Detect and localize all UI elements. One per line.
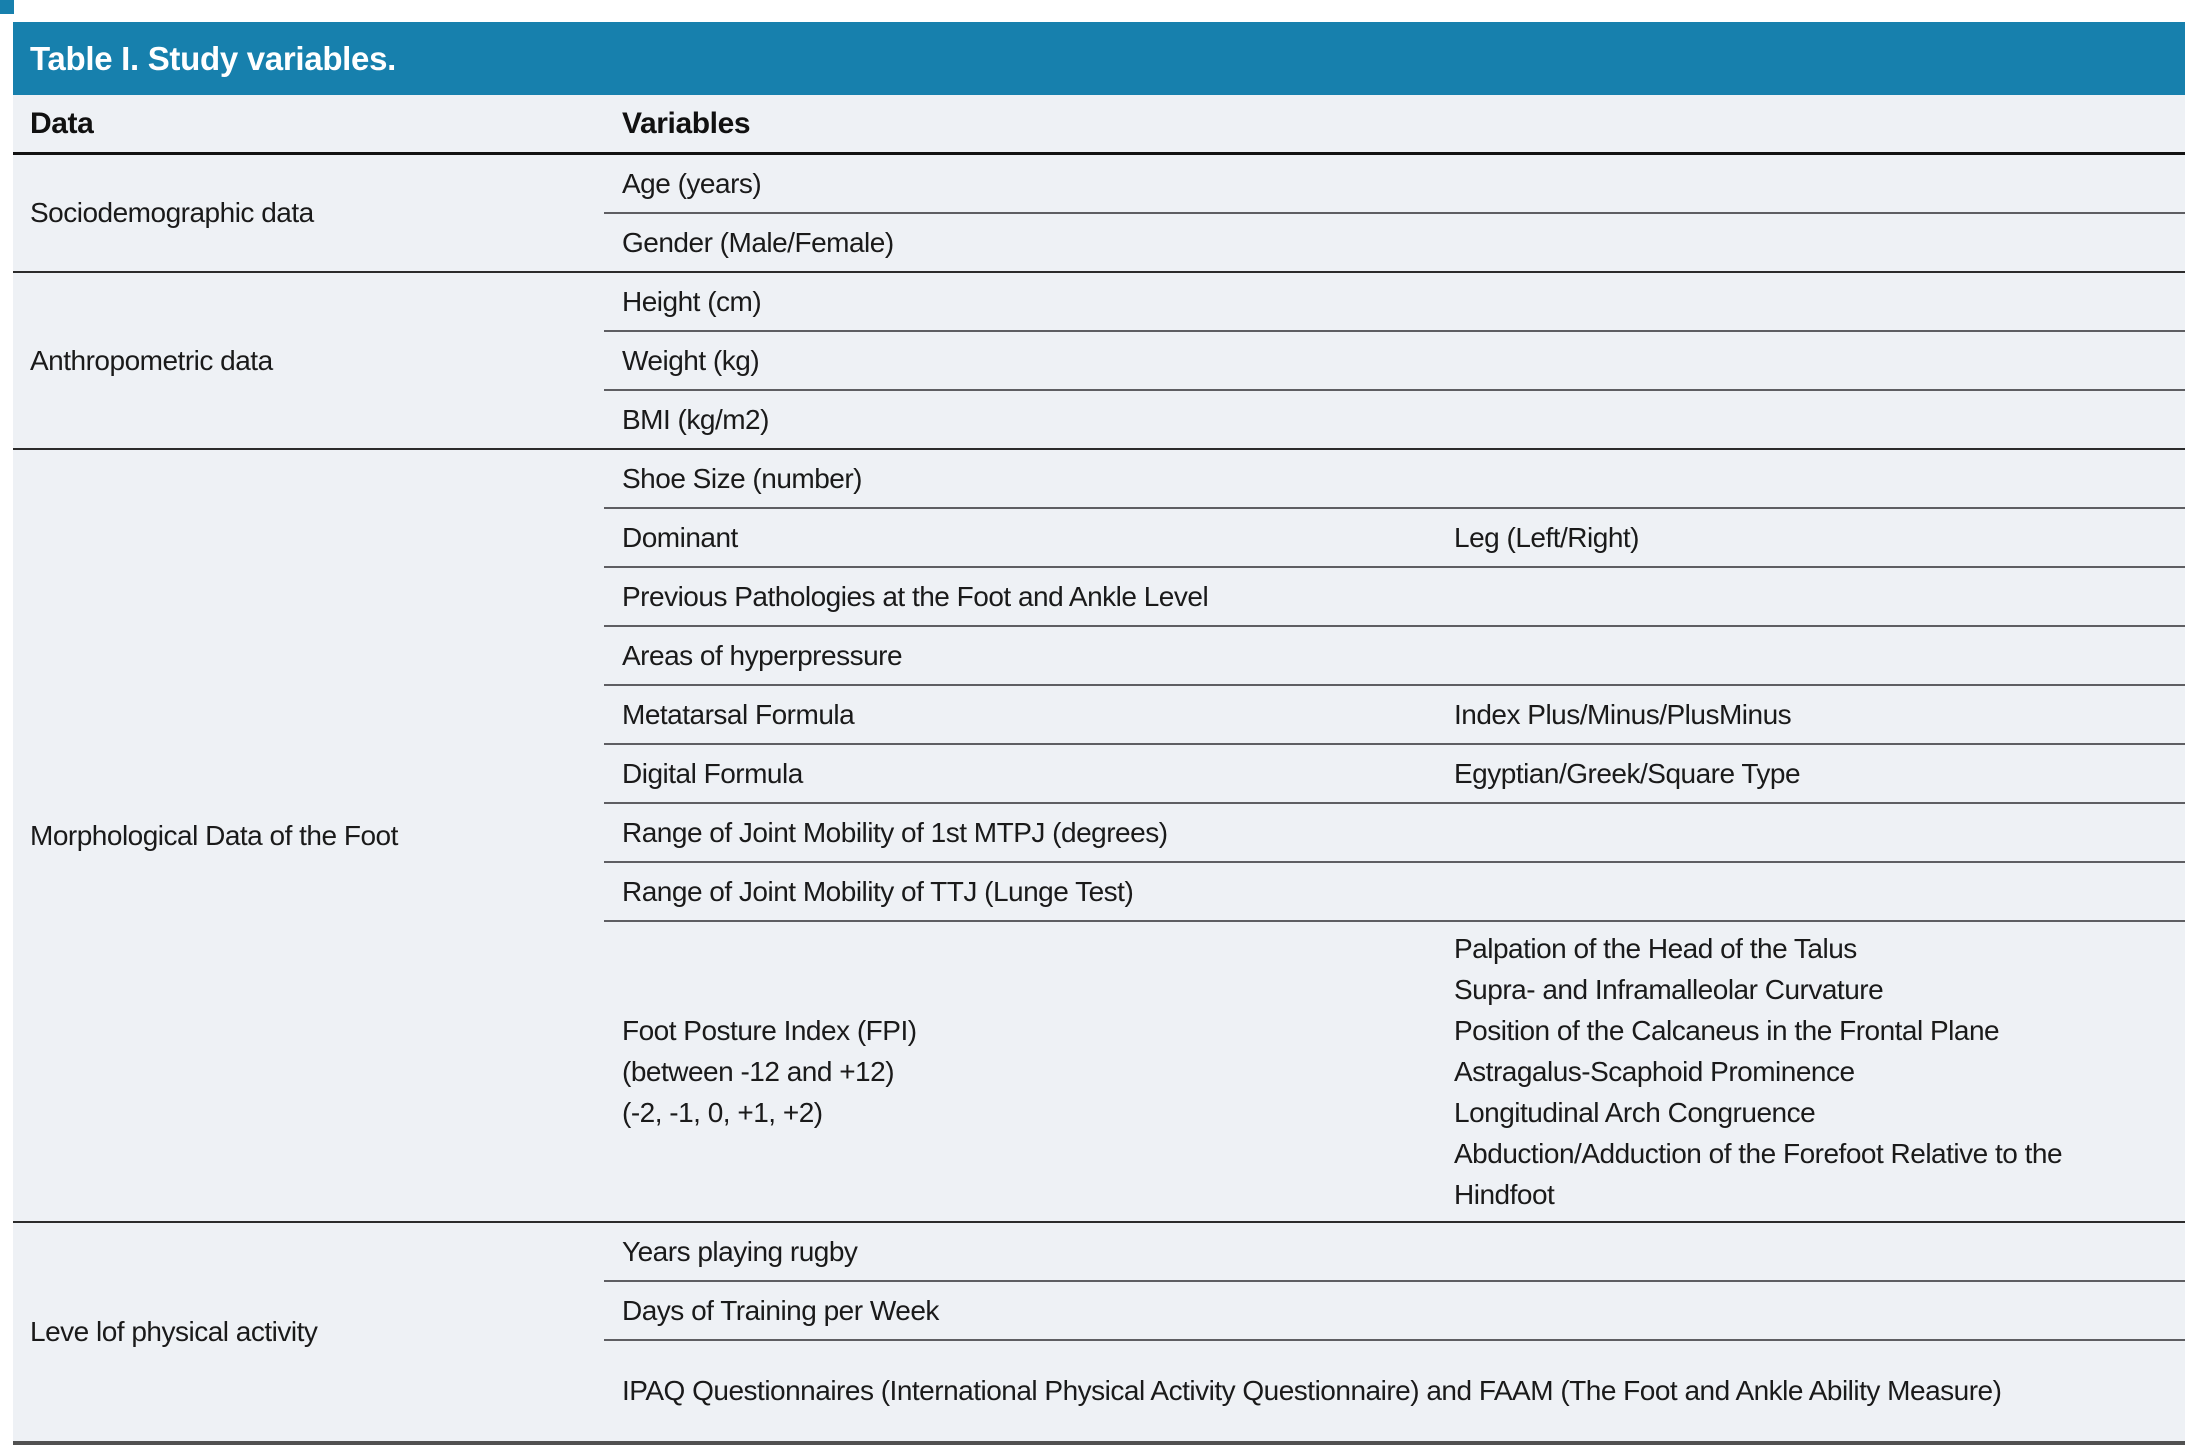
table-row: Metatarsal Formula Index Plus/Minus/Plus… bbox=[604, 684, 2185, 743]
column-header-variables: Variables bbox=[622, 106, 751, 140]
variable-cell: Gender (Male/Female) bbox=[622, 226, 894, 258]
variable-cell: Metatarsal Formula bbox=[622, 698, 855, 730]
fpi-criterion: Astragalus-Scaphoid Prominence bbox=[1454, 1056, 1855, 1087]
table-header-row: Data Variables bbox=[13, 95, 2185, 155]
group-variables: Age (years) Gender (Male/Female) bbox=[604, 155, 2185, 271]
fpi-criterion: Supra- and Inframalleolar Curvature bbox=[1454, 974, 1884, 1005]
table-row: Days of Training per Week bbox=[604, 1280, 2185, 1339]
table-row: Dominant Leg (Left/Right) bbox=[604, 507, 2185, 566]
variable-cell: BMI (kg/m2) bbox=[622, 403, 769, 435]
fpi-line: Foot Posture Index (FPI) bbox=[622, 1015, 917, 1046]
variable-cell: Height (cm) bbox=[622, 285, 762, 317]
variable-subcell: Index Plus/Minus/PlusMinus bbox=[1454, 698, 1792, 730]
variable-cell: Age (years) bbox=[622, 167, 762, 199]
table-row: BMI (kg/m2) bbox=[604, 389, 2185, 448]
table-title-bar: Table I. Study variables. bbox=[13, 22, 2185, 95]
group-variables: Height (cm) Weight (kg) BMI (kg/m2) bbox=[604, 273, 2185, 448]
fpi-criterion: Position of the Calcaneus in the Frontal… bbox=[1454, 1015, 2000, 1046]
table-row: Previous Pathologies at the Foot and Ank… bbox=[604, 566, 2185, 625]
table-row: Gender (Male/Female) bbox=[604, 212, 2185, 271]
variable-subcell: Palpation of the Head of the Talus Supra… bbox=[1454, 922, 2185, 1221]
table-group-sociodemographic: Sociodemographic data Age (years) Gender… bbox=[13, 155, 2185, 271]
table-row: Height (cm) bbox=[604, 273, 2185, 330]
variable-cell: Digital Formula bbox=[622, 757, 803, 789]
table-row: Range of Joint Mobility of 1st MTPJ (deg… bbox=[604, 802, 2185, 861]
variable-cell: Foot Posture Index (FPI) (between -12 an… bbox=[604, 1004, 1454, 1139]
fpi-criterion: Abduction/Adduction of the Forefoot Rela… bbox=[1454, 1138, 2063, 1210]
variable-cell: Range of Joint Mobility of TTJ (Lunge Te… bbox=[622, 875, 1134, 907]
table-group-physical-activity: Leve lof physical activity Years playing… bbox=[13, 1221, 2185, 1441]
fpi-line: (-2, -1, 0, +1, +2) bbox=[622, 1097, 823, 1128]
group-variables: Shoe Size (number) Dominant Leg (Left/Ri… bbox=[604, 450, 2185, 1221]
variable-cell: Range of Joint Mobility of 1st MTPJ (deg… bbox=[622, 816, 1168, 848]
variable-subcell: Egyptian/Greek/Square Type bbox=[1454, 757, 1801, 789]
table-title: Table I. Study variables. bbox=[30, 39, 397, 77]
table-row: Range of Joint Mobility of TTJ (Lunge Te… bbox=[604, 861, 2185, 920]
table-group-morphological: Morphological Data of the Foot Shoe Size… bbox=[13, 448, 2185, 1221]
group-variables: Years playing rugby Days of Training per… bbox=[604, 1223, 2185, 1441]
table-row: Areas of hyperpressure bbox=[604, 625, 2185, 684]
variable-cell: IPAQ Questionnaires (International Physi… bbox=[622, 1375, 2002, 1406]
fpi-criterion: Palpation of the Head of the Talus bbox=[1454, 933, 1857, 964]
table-row: Age (years) bbox=[604, 155, 2185, 212]
variable-cell: Years playing rugby bbox=[622, 1235, 858, 1267]
table-row: IPAQ Questionnaires (International Physi… bbox=[604, 1339, 2185, 1441]
table-row: Digital Formula Egyptian/Greek/Square Ty… bbox=[604, 743, 2185, 802]
group-label: Sociodemographic data bbox=[30, 197, 314, 228]
group-label: Anthropometric data bbox=[30, 344, 273, 376]
group-label: Leve lof physical activity bbox=[30, 1316, 318, 1347]
table-group-anthropometric: Anthropometric data Height (cm) Weight (… bbox=[13, 271, 2185, 448]
fpi-criterion: Longitudinal Arch Congruence bbox=[1454, 1097, 1816, 1128]
variable-cell: Shoe Size (number) bbox=[622, 462, 863, 494]
variable-cell: Dominant bbox=[622, 521, 738, 553]
variable-cell: Areas of hyperpressure bbox=[622, 639, 903, 671]
table-row-fpi: Foot Posture Index (FPI) (between -12 an… bbox=[604, 920, 2185, 1221]
variable-cell: Weight (kg) bbox=[622, 344, 760, 376]
fpi-line: (between -12 and +12) bbox=[622, 1056, 895, 1087]
variable-subcell: Leg (Left/Right) bbox=[1454, 521, 1640, 553]
table-row: Years playing rugby bbox=[604, 1223, 2185, 1280]
table-row: Shoe Size (number) bbox=[604, 450, 2185, 507]
variable-cell: Days of Training per Week bbox=[622, 1294, 939, 1326]
study-variables-table: Table I. Study variables. Data Variables… bbox=[13, 22, 2185, 1445]
table-row: Weight (kg) bbox=[604, 330, 2185, 389]
variable-cell: Previous Pathologies at the Foot and Ank… bbox=[622, 580, 1209, 612]
corner-artifact bbox=[0, 0, 14, 14]
group-label: Morphological Data of the Foot bbox=[30, 819, 398, 851]
column-header-data: Data bbox=[30, 106, 94, 140]
